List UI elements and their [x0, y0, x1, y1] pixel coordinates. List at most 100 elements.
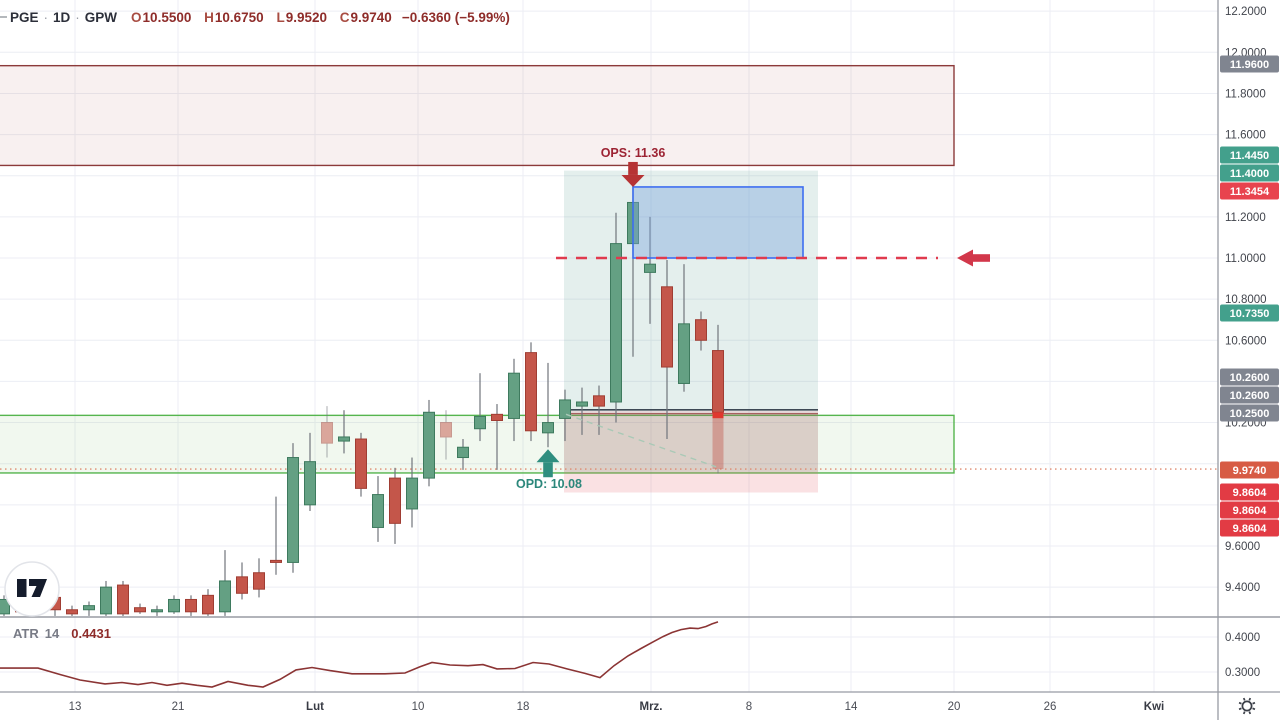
price-badge-bg — [1220, 304, 1279, 322]
candle-body — [576, 401, 588, 407]
arrow-left-marker[interactable] — [957, 249, 990, 267]
tradingview-logo[interactable] — [4, 561, 60, 617]
candle — [491, 404, 503, 470]
candle-body — [219, 580, 231, 613]
candle-body — [270, 559, 282, 563]
candle-body-hot — [712, 412, 724, 419]
change-value: −0.6360 (−5.99%) — [401, 10, 510, 25]
candle — [695, 311, 707, 351]
timeframe-label[interactable]: 1D — [53, 10, 71, 25]
time-axis-label: 10 — [412, 701, 425, 713]
time-axis[interactable]: 13 21 Lut 10 18 Mrz. 8 14 20 26 Kwi — [69, 701, 1165, 713]
gear-spoke — [1238, 707, 1242, 711]
time-axis-label: 13 — [69, 701, 82, 713]
candle — [134, 603, 146, 614]
price-axis[interactable]: 12.200012.000011.800011.600011.200011.00… — [1220, 6, 1279, 679]
price-badge: 10.7350 — [1220, 304, 1279, 322]
candle — [0, 595, 10, 616]
logo-circle — [4, 561, 60, 617]
drawdown-zone[interactable] — [564, 411, 818, 493]
candle-body — [372, 494, 384, 528]
gear-spoke — [1242, 697, 1246, 701]
candle-body — [542, 422, 554, 434]
price-badge-bg — [1220, 368, 1279, 386]
price-badge: 9.9740 — [1220, 461, 1279, 479]
price-badge: 10.2600 — [1220, 386, 1279, 404]
candle — [253, 558, 265, 598]
candle-body — [0, 598, 10, 615]
arrow-down-stem — [628, 161, 638, 175]
candle-body — [151, 609, 163, 613]
symbol-name[interactable]: PGE — [10, 10, 39, 25]
candle-body — [287, 457, 299, 563]
candle — [219, 550, 231, 616]
price-badge-bg — [1220, 146, 1279, 164]
candle-body — [678, 323, 690, 384]
candle-body — [236, 576, 248, 594]
gear-spoke — [1248, 711, 1252, 715]
candle — [372, 476, 384, 542]
price-axis-label: 12.2000 — [1225, 6, 1267, 18]
price-badge-bg — [1220, 483, 1279, 501]
price-axis-label: 11.0000 — [1225, 253, 1266, 265]
price-badge-bg — [1220, 461, 1279, 479]
arrow-up-marker[interactable]: OPD: 10.08 — [516, 449, 582, 491]
time-axis-label: 21 — [172, 701, 185, 713]
candle-body — [508, 372, 520, 419]
entry-box[interactable] — [632, 186, 804, 259]
price-badge-text: 9.8604 — [1233, 523, 1268, 535]
close-label: C — [339, 10, 350, 25]
candle-body — [100, 586, 112, 615]
candles-layer — [0, 183, 724, 616]
candle — [406, 457, 418, 528]
candle-body — [440, 422, 452, 438]
candle-body — [117, 584, 129, 615]
candle — [508, 358, 520, 442]
arrow-up-stem — [543, 462, 553, 478]
atr-name[interactable]: ATR — [13, 626, 39, 641]
grid-layer — [0, 0, 1218, 692]
price-badge: 11.3454 — [1220, 182, 1279, 200]
anchored-band[interactable] — [564, 170, 818, 472]
exchange-label[interactable]: GPW — [84, 10, 118, 25]
candle-body — [185, 598, 197, 613]
candle — [168, 595, 180, 614]
candle — [100, 580, 112, 616]
price-badge: 11.4000 — [1220, 164, 1279, 182]
candle — [474, 373, 486, 442]
low-label: L — [276, 10, 285, 25]
candle — [151, 605, 163, 616]
price-badge: 9.8604 — [1220, 501, 1279, 519]
symbol-legend: PGE · 1D · GPW O10.5500 H10.6750 L9.9520… — [10, 10, 510, 25]
arrow-down-marker[interactable]: OPS: 11.36 — [601, 146, 666, 187]
price-axis-panel[interactable] — [1218, 0, 1280, 720]
arrow-down-head — [621, 174, 645, 187]
candle-body — [491, 413, 503, 422]
open-value: 10.5500 — [142, 10, 192, 25]
candle — [423, 399, 435, 487]
price-axis-label: 11.8000 — [1225, 88, 1266, 100]
candle — [440, 410, 452, 460]
candle — [287, 443, 299, 573]
settings-gear-icon[interactable] — [1238, 697, 1256, 715]
time-axis-label: Lut — [306, 701, 324, 713]
price-badge-text: 10.7350 — [1230, 308, 1270, 320]
price-axis-label: 11.2000 — [1225, 212, 1266, 224]
candle-body — [593, 395, 605, 407]
atr-line — [0, 621, 719, 688]
projection-dashed[interactable] — [565, 413, 717, 468]
close-value: 9.9740 — [350, 10, 392, 25]
candle-body — [253, 572, 265, 590]
price-badge-bg — [1220, 501, 1279, 519]
price-badge-text: 11.9600 — [1230, 59, 1269, 71]
time-axis-label: 26 — [1044, 701, 1057, 713]
price-badge-bg — [1220, 164, 1279, 182]
ops-label: OPS: 11.36 — [601, 146, 666, 160]
candle — [202, 589, 214, 616]
price-badge-text: 11.4450 — [1230, 150, 1269, 162]
supply-zone[interactable] — [0, 64, 955, 167]
price-badge-text: 11.4000 — [1230, 168, 1269, 180]
candle — [593, 385, 605, 435]
price-axis-label: 9.6000 — [1225, 541, 1260, 553]
